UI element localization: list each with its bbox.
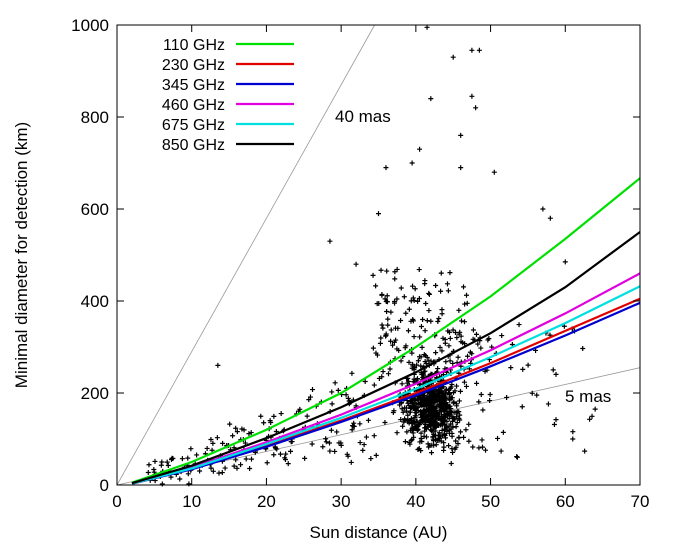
scatter-points	[145, 24, 598, 487]
x-tick-label: 50	[481, 492, 500, 511]
x-tick-label: 40	[406, 492, 425, 511]
x-tick-label: 10	[182, 492, 201, 511]
reference-lines	[116, 24, 641, 486]
series-line	[131, 231, 641, 485]
y-tick-label: 1000	[71, 16, 109, 35]
x-tick-label: 70	[631, 492, 650, 511]
legend-label: 675 GHz	[162, 117, 225, 134]
reference-line-label: 40 mas	[335, 107, 391, 126]
x-tick-label: 0	[112, 492, 121, 511]
y-tick-label: 800	[81, 108, 109, 127]
y-axis-label: Minimal diameter for detection (km)	[12, 122, 31, 388]
reference-line	[116, 24, 375, 486]
y-tick-label: 0	[100, 476, 109, 495]
legend-label: 460 GHz	[162, 97, 225, 114]
x-axis-label: Sun distance (AU)	[310, 523, 448, 542]
scatter-marker	[145, 24, 598, 487]
y-axis-ticks: 0 200 400 600 800 1000	[71, 16, 640, 495]
x-tick-label: 60	[556, 492, 575, 511]
plot-frame	[116, 24, 641, 486]
x-tick-label: 30	[332, 492, 351, 511]
series-line	[131, 177, 641, 484]
y-tick-label: 400	[81, 292, 109, 311]
legend-label: 345 GHz	[162, 77, 225, 94]
y-tick-label: 600	[81, 200, 109, 219]
series-line	[131, 285, 641, 485]
x-tick-label: 20	[257, 492, 276, 511]
reference-line-label: 5 mas	[565, 387, 611, 406]
series-line	[131, 301, 641, 485]
y-tick-label: 200	[81, 384, 109, 403]
legend-label: 850 GHz	[162, 137, 225, 154]
reference-line-labels: 40 mas 5 mas	[335, 107, 611, 406]
legend-label: 110 GHz	[163, 37, 225, 54]
legend-label: 230 GHz	[162, 57, 225, 74]
series-lines	[131, 177, 641, 485]
x-axis-ticks: 0 10 20 30 40 50 60 70	[112, 25, 649, 511]
series-line	[131, 272, 641, 485]
legend: 110 GHz 230 GHz 345 GHz 460 GHz 675 GHz 850 G…	[162, 37, 294, 154]
